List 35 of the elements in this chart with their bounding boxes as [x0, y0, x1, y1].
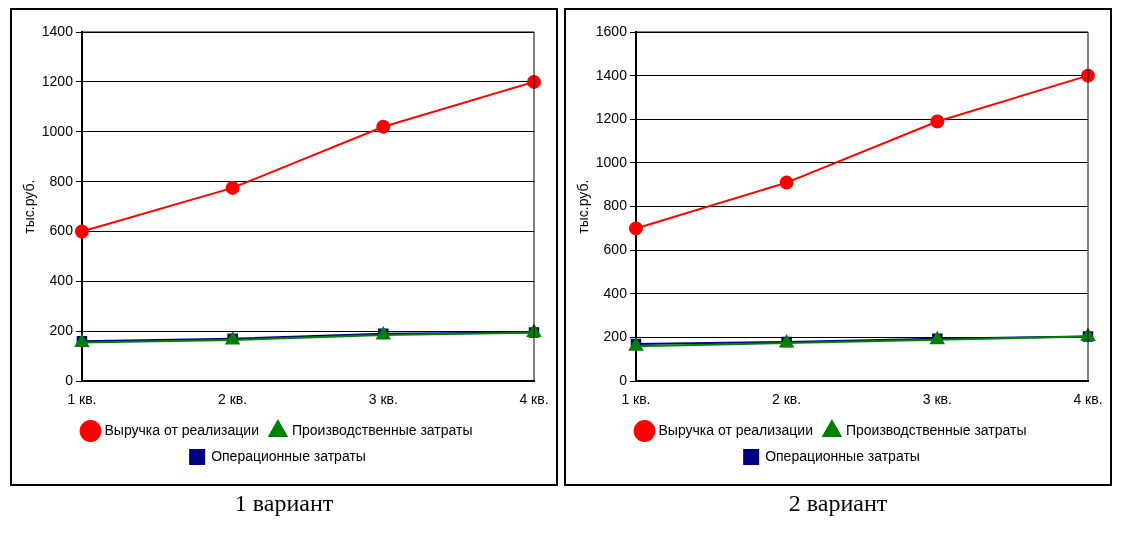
- x-tick-label: 4 кв.: [1073, 391, 1103, 408]
- legend-label: Операционные затраты: [765, 447, 920, 464]
- x-tick-label: 1 кв.: [67, 391, 97, 408]
- y-tick-label: 200: [49, 322, 74, 339]
- y-tick-label: 600: [49, 222, 74, 239]
- y-tick-label: 1600: [595, 22, 628, 39]
- x-tick-label: 4 кв.: [519, 391, 549, 408]
- y-tick-label: 1400: [41, 22, 74, 39]
- legend-label: Выручка от реализации: [104, 421, 259, 438]
- y-tick-label: 1000: [41, 122, 74, 139]
- legend-label: Производственные затраты: [291, 421, 473, 438]
- x-tick-label: 1 кв.: [621, 391, 651, 408]
- y-tick-label: 0: [65, 372, 74, 389]
- legend-label: Операционные затраты: [211, 447, 366, 464]
- y-axis-title: тыс.руб.: [575, 179, 592, 234]
- legend-label: Производственные затраты: [845, 421, 1027, 438]
- y-tick-label: 800: [603, 197, 628, 214]
- x-tick-label: 2 кв.: [218, 391, 248, 408]
- y-tick-label: 1400: [595, 66, 628, 83]
- y-tick-label: 1200: [41, 72, 74, 89]
- y-tick-label: 600: [603, 241, 628, 258]
- y-axis-title: тыс.руб.: [21, 179, 38, 234]
- x-tick-label: 3 кв.: [922, 391, 952, 408]
- y-tick-label: 0: [619, 372, 628, 389]
- y-tick-label: 400: [49, 272, 74, 289]
- y-tick-label: 200: [603, 328, 628, 345]
- text: 1 вариант: [233, 490, 335, 517]
- y-tick-label: 400: [603, 284, 628, 301]
- y-tick-label: 1200: [595, 110, 628, 127]
- x-tick-label: 3 кв.: [368, 391, 398, 408]
- text: 2 вариант: [787, 490, 889, 517]
- legend-label: Выручка от реализации: [658, 421, 813, 438]
- y-tick-label: 800: [49, 172, 74, 189]
- x-tick-label: 2 кв.: [772, 391, 802, 408]
- y-tick-label: 1000: [595, 153, 628, 170]
